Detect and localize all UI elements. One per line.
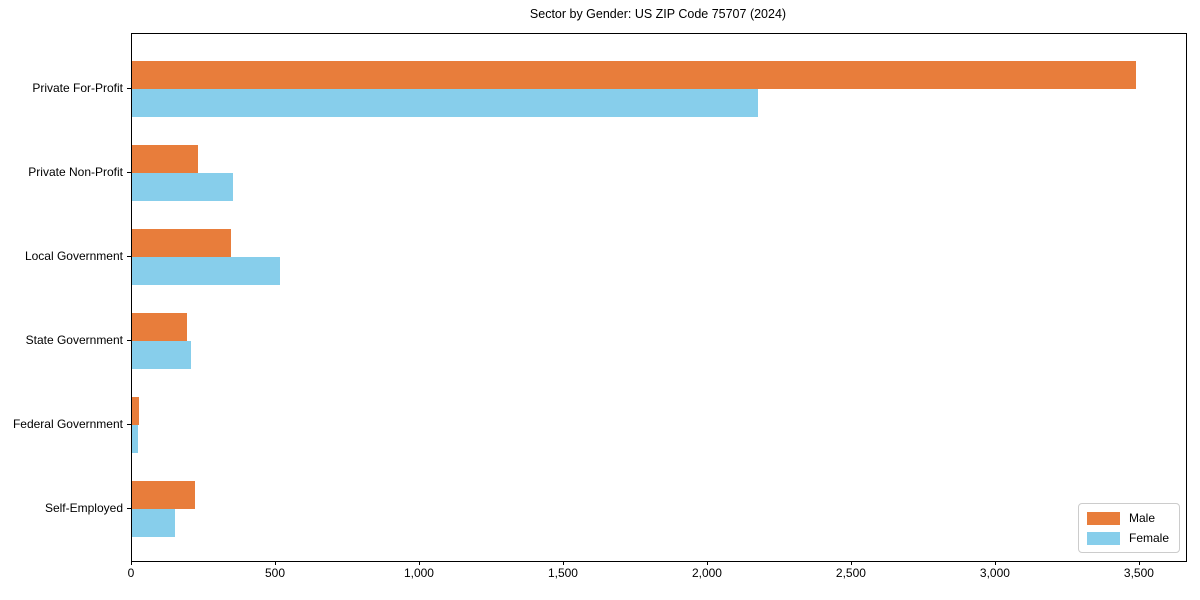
legend-label-female: Female — [1128, 531, 1169, 545]
x-tick-mark — [131, 561, 132, 565]
x-tick-mark — [994, 561, 996, 565]
bar-female-self-employed — [132, 509, 176, 537]
bar-male-private-non-profit — [132, 145, 199, 173]
ytick-label-federal-government: Federal Government — [12, 417, 123, 431]
bar-female-federal-government — [132, 425, 138, 453]
y-tick-mark — [127, 172, 131, 173]
bar-female-private-non-profit — [132, 173, 233, 201]
x-tick-mark — [562, 561, 564, 565]
xtick-label-0: 0 — [127, 566, 135, 580]
legend-swatch-female — [1086, 531, 1120, 545]
x-tick-mark — [706, 561, 708, 565]
y-tick-mark — [127, 88, 131, 89]
ytick-label-local-government: Local Government — [24, 249, 123, 263]
ytick-label-private-non-profit: Private Non-Profit — [28, 165, 123, 179]
xtick-label-2-000: 2,000 — [691, 566, 722, 580]
ytick-label-private-for-profit: Private For-Profit — [32, 81, 123, 95]
x-tick-mark — [274, 561, 276, 565]
y-tick-mark — [127, 508, 131, 509]
xtick-label-3-500: 3,500 — [1123, 566, 1154, 580]
bar-female-state-government — [132, 341, 191, 369]
legend: Male Female — [1077, 503, 1180, 553]
bar-female-private-for-profit — [132, 89, 759, 117]
bar-female-local-government — [132, 257, 281, 285]
y-tick-mark — [127, 256, 131, 257]
xtick-label-500: 500 — [264, 566, 285, 580]
xtick-label-2-500: 2,500 — [835, 566, 866, 580]
ytick-label-state-government: State Government — [25, 333, 123, 347]
chart-title: Sector by Gender: US ZIP Code 75707 (202… — [529, 7, 787, 21]
xtick-label-1-500: 1,500 — [547, 566, 578, 580]
x-tick-mark — [1138, 561, 1140, 565]
xtick-label-1-000: 1,000 — [403, 566, 434, 580]
legend-item-male: Male — [1086, 511, 1169, 525]
legend-swatch-male — [1086, 511, 1120, 525]
x-tick-mark — [418, 561, 420, 565]
plot-area: Male Female — [131, 33, 1187, 562]
bar-male-self-employed — [132, 481, 196, 509]
xtick-label-3-000: 3,000 — [979, 566, 1010, 580]
y-tick-mark — [127, 424, 131, 425]
bar-male-private-for-profit — [132, 61, 1136, 89]
legend-item-female: Female — [1086, 531, 1169, 545]
bar-male-local-government — [132, 229, 232, 257]
bar-male-state-government — [132, 313, 187, 341]
ytick-label-self-employed: Self-Employed — [44, 501, 123, 515]
legend-label-male: Male — [1128, 511, 1155, 525]
y-tick-mark — [127, 340, 131, 341]
bar-male-federal-government — [132, 397, 140, 425]
x-tick-mark — [850, 561, 852, 565]
